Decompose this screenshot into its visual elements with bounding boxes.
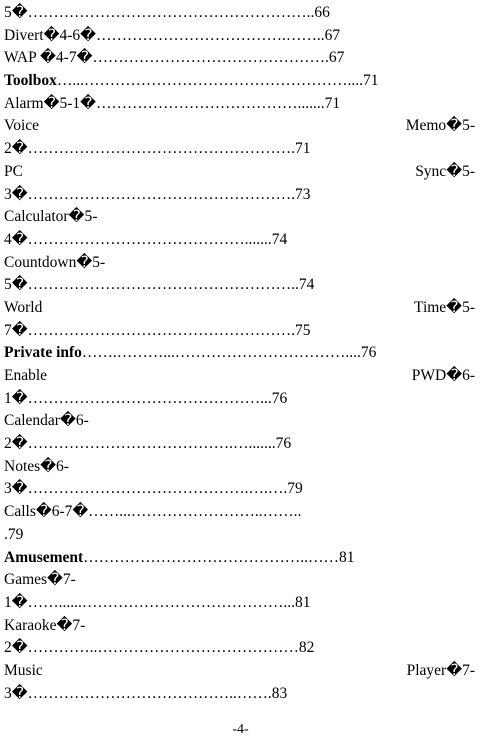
section-title-toolbox: Toolbox	[4, 72, 57, 90]
toc-entry-divert: Divert�4-6�……………………………….……..67	[4, 26, 341, 44]
toc-entry-notes: Notes�6-	[4, 457, 69, 475]
toc-line: 3�…………………………………….….….79	[4, 480, 303, 498]
toc-line: 5�……………………………………………..74	[4, 276, 315, 294]
section-title-private-info: Private info	[4, 344, 82, 362]
toc-leader: ……………………………………..……81	[83, 548, 355, 566]
toc-entry-wap: WAP �4-7�……………………………………….67	[4, 49, 345, 67]
toc-line: 1�………………………………………...76	[4, 389, 288, 407]
toc-section-toolbox: Toolbox…...……………………………………………....71	[4, 70, 475, 93]
toc-entry-games: Games�7-	[4, 571, 76, 589]
toc-entry-calculator: Calculator�5-	[4, 208, 98, 226]
toc-entry-countdown: Countdown�5-	[4, 253, 106, 271]
toc-entry-world-time: World Time�5-	[4, 298, 475, 316]
toc-line: .79	[4, 525, 24, 543]
toc-entry-pc-sync: PC Sync�5-	[4, 162, 475, 180]
section-title-amusement: Amusement	[4, 548, 84, 566]
toc-section-private-info: Private info…….………...……………………………....76	[4, 342, 475, 365]
toc-line: 4�…………………………………….......74	[4, 230, 288, 248]
toc-line: 2�………………………………….….......76	[4, 435, 292, 453]
toc-line: 3�…………………………………..…….83	[4, 684, 288, 702]
toc-line: 7�…………………………………………….75	[4, 321, 311, 339]
toc-leader: …...……………………………………………....71	[56, 72, 379, 90]
toc-entry-karaoke: Karaoke�7-	[4, 616, 86, 634]
toc-section-amusement: Amusement……………………………………..……81	[4, 547, 475, 570]
toc-leader: …….………...……………………………....76	[81, 344, 377, 362]
toc-entry-enable-pwd: Enable PWD�6-	[4, 367, 475, 384]
toc-line: 2�…………………………………………….71	[4, 140, 311, 158]
toc-line: 1�……......…………………………………...81	[4, 593, 311, 611]
toc-line: 3�…………………………………………….73	[4, 185, 311, 203]
toc-page: 5�………………………………………………..66 Divert�4-6�……………	[4, 2, 475, 705]
page-number: -4-	[232, 722, 249, 737]
toc-entry-music-player: Music Player�7-	[4, 661, 475, 679]
toc-entry-alarm: Alarm�5-1�………………………………….......71	[4, 94, 341, 112]
toc-line: 2�…………..…………………………………82	[4, 639, 315, 657]
toc-entry-calendar: Calendar�6-	[4, 412, 89, 430]
toc-entry-voice-memo: Voice Memo�5-	[4, 117, 475, 135]
toc-line: 5�………………………………………………..66	[4, 4, 330, 21]
toc-entry-calls: Calls�6-7�……...……………………..……..	[4, 503, 302, 521]
